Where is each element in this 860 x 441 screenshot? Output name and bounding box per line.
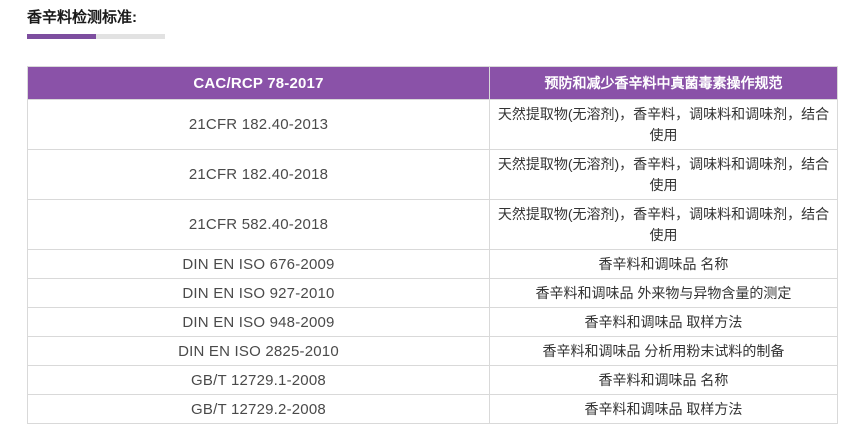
table-row: DIN EN ISO 948-2009 香辛料和调味品 取样方法 [27,307,838,337]
standard-description: 香辛料和调味品 外来物与异物含量的测定 [489,278,838,308]
standards-table: CAC/RCP 78-2017 预防和减少香辛料中真菌毒素操作规范 21CFR … [27,66,838,424]
standard-code: DIN EN ISO 2825-2010 [27,336,490,366]
table-row: DIN EN ISO 2825-2010 香辛料和调味品 分析用粉末试料的制备 [27,336,838,366]
standard-description: 天然提取物(无溶剂)，香辛料，调味料和调味剂，结合使用 [489,199,838,250]
table-row: DIN EN ISO 927-2010 香辛料和调味品 外来物与异物含量的测定 [27,278,838,308]
title-underline-gray-segment [96,34,165,39]
table-header-row: CAC/RCP 78-2017 预防和减少香辛料中真菌毒素操作规范 [27,66,838,100]
table-row: 21CFR 582.40-2018 天然提取物(无溶剂)，香辛料，调味料和调味剂… [27,199,838,250]
standard-code: GB/T 12729.2-2008 [27,394,490,424]
table-row: 21CFR 182.40-2013 天然提取物(无溶剂)，香辛料，调味料和调味剂… [27,99,838,150]
table-row: 21CFR 182.40-2018 天然提取物(无溶剂)，香辛料，调味料和调味剂… [27,149,838,200]
table-row: DIN EN ISO 676-2009 香辛料和调味品 名称 [27,249,838,279]
standard-description: 香辛料和调味品 名称 [489,249,838,279]
standard-description: 香辛料和调味品 取样方法 [489,307,838,337]
standard-code: GB/T 12729.1-2008 [27,365,490,395]
standard-description: 香辛料和调味品 取样方法 [489,394,838,424]
page-container: 香辛料检测标准: CAC/RCP 78-2017 预防和减少香辛料中真菌毒素操作… [27,9,838,424]
standard-description: 香辛料和调味品 分析用粉末试料的制备 [489,336,838,366]
standard-description: 香辛料和调味品 名称 [489,365,838,395]
standard-description: 天然提取物(无溶剂)，香辛料，调味料和调味剂，结合使用 [489,149,838,200]
standard-code: 21CFR 182.40-2013 [27,99,490,150]
standard-code: DIN EN ISO 927-2010 [27,278,490,308]
standard-code: 21CFR 182.40-2018 [27,149,490,200]
table-row: GB/T 12729.1-2008 香辛料和调味品 名称 [27,365,838,395]
standard-code: 21CFR 582.40-2018 [27,199,490,250]
header-standard-description: 预防和减少香辛料中真菌毒素操作规范 [489,66,838,100]
table-row: GB/T 12729.2-2008 香辛料和调味品 取样方法 [27,394,838,424]
title-underline [27,34,165,39]
title-underline-purple-segment [27,34,96,39]
standard-code: DIN EN ISO 676-2009 [27,249,490,279]
standard-code: DIN EN ISO 948-2009 [27,307,490,337]
standard-description: 天然提取物(无溶剂)，香辛料，调味料和调味剂，结合使用 [489,99,838,150]
header-standard-code: CAC/RCP 78-2017 [27,66,490,100]
page-title: 香辛料检测标准: [27,9,137,26]
